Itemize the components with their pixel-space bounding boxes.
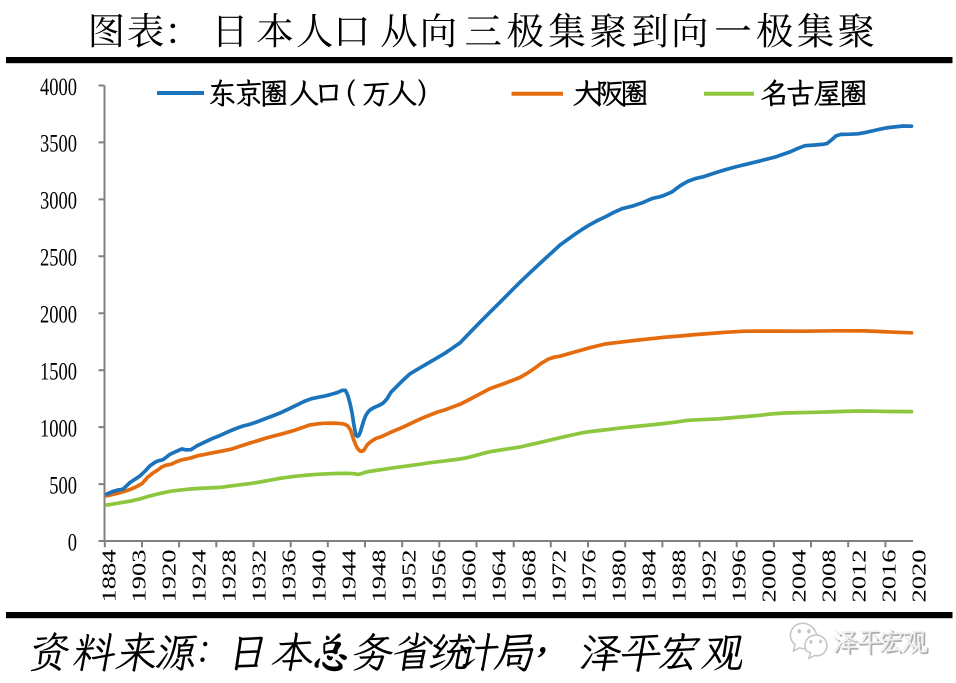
svg-text:2004: 2004 xyxy=(789,550,811,603)
svg-text:1960: 1960 xyxy=(459,550,481,603)
svg-text:1980: 1980 xyxy=(609,550,631,603)
svg-text:1000: 1000 xyxy=(40,413,77,442)
svg-text:1928: 1928 xyxy=(219,550,241,603)
svg-text:2000: 2000 xyxy=(759,550,781,603)
svg-text:1924: 1924 xyxy=(189,550,211,603)
svg-text:1968: 1968 xyxy=(519,550,541,603)
svg-text:1944: 1944 xyxy=(339,550,361,603)
svg-text:500: 500 xyxy=(49,470,77,499)
svg-text:3500: 3500 xyxy=(40,129,77,158)
svg-text:1903: 1903 xyxy=(129,550,151,603)
svg-text:1936: 1936 xyxy=(279,550,301,603)
svg-text:2008: 2008 xyxy=(819,550,841,603)
svg-text:1976: 1976 xyxy=(579,550,601,603)
svg-text:2000: 2000 xyxy=(40,300,77,329)
svg-text:0: 0 xyxy=(68,527,77,556)
svg-text:1992: 1992 xyxy=(699,550,721,603)
svg-text:1972: 1972 xyxy=(549,550,571,603)
svg-text:2016: 2016 xyxy=(879,550,901,603)
svg-text:1920: 1920 xyxy=(159,550,181,603)
svg-text:3000: 3000 xyxy=(40,186,77,215)
svg-text:2012: 2012 xyxy=(849,550,871,603)
svg-text:1940: 1940 xyxy=(309,550,331,603)
svg-text:1984: 1984 xyxy=(639,550,661,603)
svg-text:1948: 1948 xyxy=(369,550,391,603)
svg-text:4000: 4000 xyxy=(40,72,77,101)
svg-text:1996: 1996 xyxy=(729,550,751,603)
svg-text:1932: 1932 xyxy=(249,550,271,603)
svg-text:1956: 1956 xyxy=(429,550,451,603)
svg-text:1964: 1964 xyxy=(489,550,511,603)
svg-text:1952: 1952 xyxy=(399,550,421,603)
svg-text:1884: 1884 xyxy=(99,550,121,603)
svg-text:2500: 2500 xyxy=(40,243,77,272)
svg-text:1988: 1988 xyxy=(669,550,691,603)
svg-text:1500: 1500 xyxy=(40,357,77,386)
svg-text:2020: 2020 xyxy=(909,550,931,603)
